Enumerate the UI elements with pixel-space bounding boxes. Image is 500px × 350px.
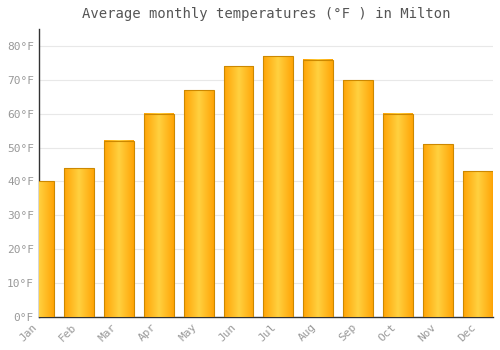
Bar bbox=[344, 80, 374, 317]
Bar bbox=[344, 80, 374, 317]
Bar bbox=[423, 144, 453, 317]
Bar bbox=[24, 181, 54, 317]
Bar bbox=[184, 90, 214, 317]
Bar bbox=[304, 60, 334, 317]
Bar bbox=[24, 181, 54, 317]
Bar bbox=[264, 56, 294, 317]
Bar bbox=[104, 141, 134, 317]
Bar bbox=[144, 114, 174, 317]
Bar bbox=[224, 66, 254, 317]
Bar bbox=[423, 144, 453, 317]
Bar bbox=[144, 114, 174, 317]
Bar bbox=[383, 114, 413, 317]
Title: Average monthly temperatures (°F ) in Milton: Average monthly temperatures (°F ) in Mi… bbox=[82, 7, 450, 21]
Bar bbox=[64, 168, 94, 317]
Bar bbox=[264, 56, 294, 317]
Bar bbox=[304, 60, 334, 317]
Bar bbox=[64, 168, 94, 317]
Bar bbox=[104, 141, 134, 317]
Bar bbox=[383, 114, 413, 317]
Bar bbox=[463, 171, 493, 317]
Bar bbox=[224, 66, 254, 317]
Bar bbox=[184, 90, 214, 317]
Bar bbox=[463, 171, 493, 317]
